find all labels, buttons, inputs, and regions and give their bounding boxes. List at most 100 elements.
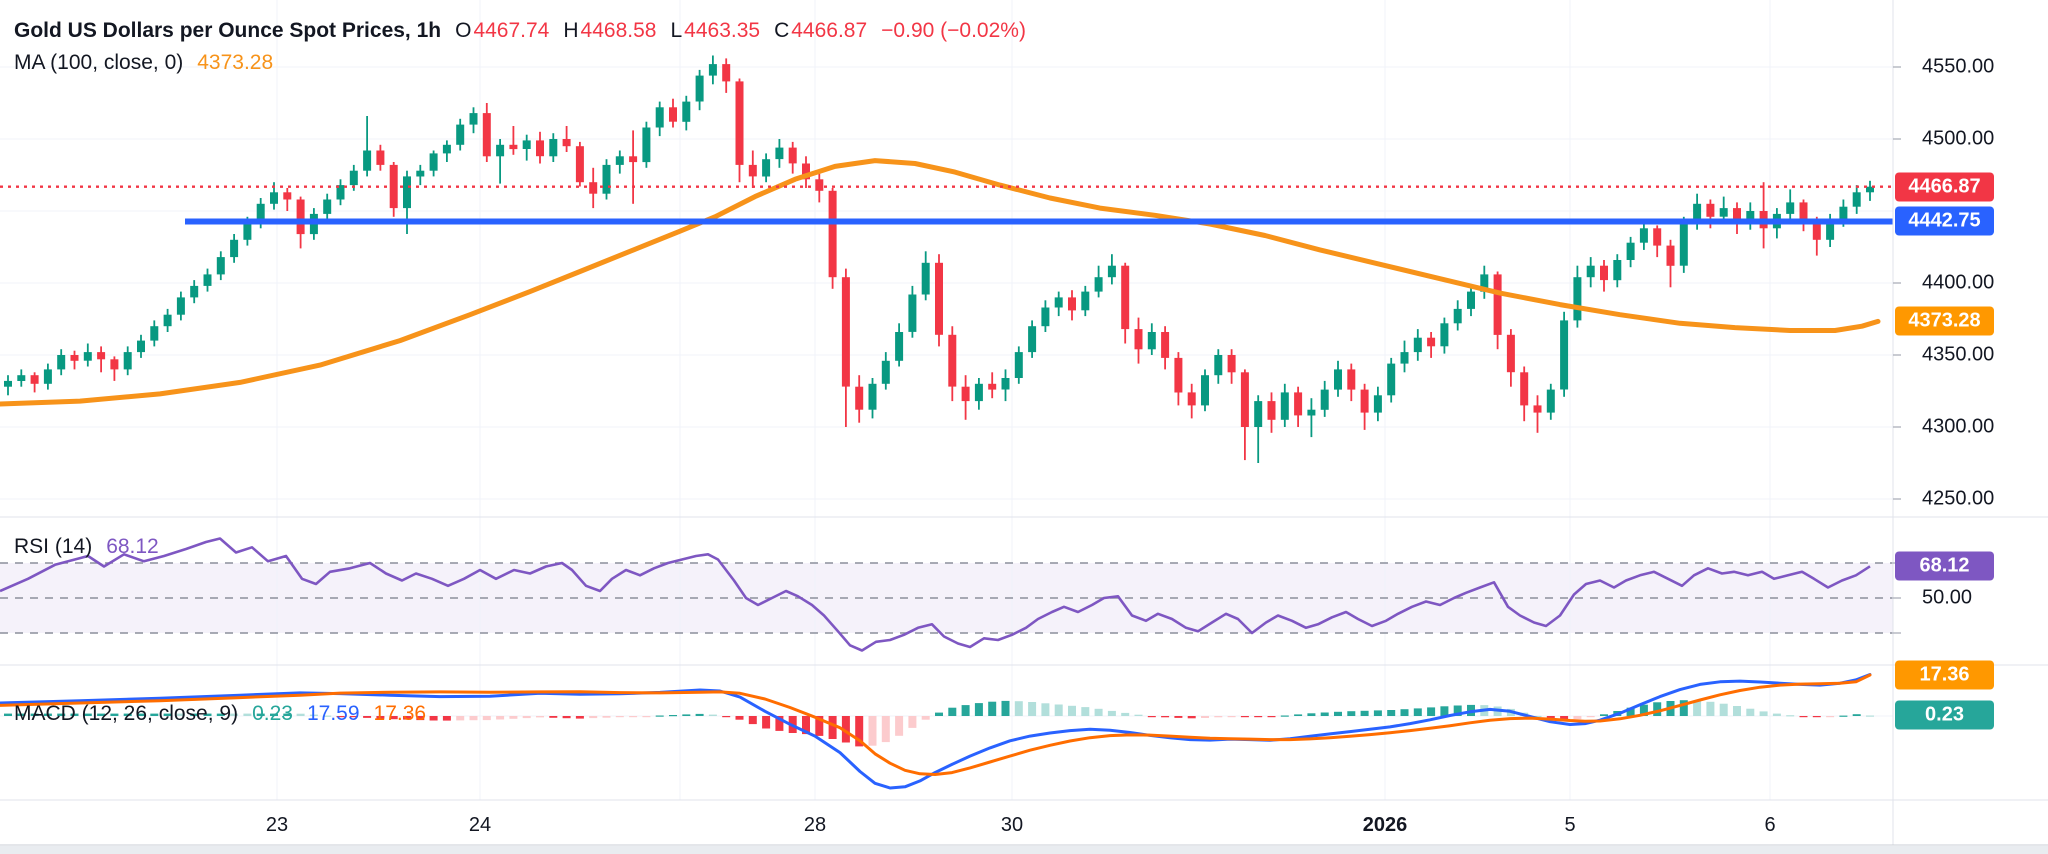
candle-body <box>988 383 997 390</box>
macd-histogram-bar <box>536 716 544 718</box>
ma-legend-row[interactable]: MA (100, close, 0) 4373.28 <box>14 49 273 77</box>
time-axis-label: 30 <box>1000 814 1024 836</box>
candle-body <box>1480 274 1489 292</box>
candle-body <box>336 185 345 200</box>
macd-histogram-bar <box>1812 716 1821 718</box>
ohlc-high: H 4468.58 <box>563 19 657 42</box>
candle-body <box>442 144 451 154</box>
rsi-line <box>0 537 1871 652</box>
macd-histogram-bar <box>575 716 584 719</box>
rsi-legend-row[interactable]: RSI (14) 68.12 <box>14 533 159 561</box>
macd-histogram-bar <box>988 701 997 716</box>
macd-histogram-bar <box>1294 714 1303 716</box>
candle-body <box>1134 329 1143 350</box>
macd-histogram-bar <box>1081 707 1090 716</box>
macd-histogram-bar <box>615 716 624 718</box>
candle-body <box>841 277 850 387</box>
candle-body <box>296 199 305 235</box>
macd-histogram-bar <box>150 713 159 716</box>
macd-histogram-bar <box>323 715 332 717</box>
candle-body <box>1081 291 1090 311</box>
macd-histogram-bar <box>389 716 398 720</box>
candle-body <box>349 170 358 186</box>
macd-histogram-bar <box>1852 714 1861 716</box>
candle-body <box>828 190 837 278</box>
candle-body <box>1174 357 1183 393</box>
macd-histogram-bar <box>416 716 425 721</box>
macd-histogram-bar <box>1706 701 1715 716</box>
macd-histogram-bar <box>176 713 185 716</box>
macd-histogram-bar <box>522 716 531 719</box>
macd-histogram-bar <box>1001 700 1010 716</box>
macd-histogram-bar <box>1453 705 1462 716</box>
macd-histogram-bar <box>748 716 757 725</box>
macd-signal-value: 17.36 <box>373 702 427 725</box>
candle-body <box>1453 308 1462 324</box>
candle-body <box>57 355 66 370</box>
candle-body <box>123 352 132 370</box>
price-change: −0.90 (−0.02%) <box>881 19 1026 42</box>
macd-legend-row[interactable]: MACD (12, 26, close, 9) 0.23 17.59 17.36 <box>14 700 426 728</box>
macd-histogram-bar <box>708 714 717 716</box>
macd-histogram-bar <box>935 712 943 716</box>
macd-histogram-bar <box>895 716 904 736</box>
macd-histogram-bar <box>1639 704 1648 716</box>
candle-body <box>323 199 332 214</box>
symbol-legend-row[interactable]: Gold US Dollars per Ounce Spot Prices, 1… <box>14 17 1026 45</box>
candle-body <box>137 340 145 353</box>
macd-histogram-bar <box>908 716 917 728</box>
time-axis-label: 24 <box>468 814 492 836</box>
ma-label: MA (100, close, 0) <box>14 51 184 74</box>
candle-body <box>43 369 52 384</box>
macd-histogram-bar <box>482 716 491 721</box>
macd-histogram-bar <box>1014 701 1023 716</box>
macd-histogram-bar <box>43 713 52 716</box>
macd-histogram-bar <box>1719 703 1728 716</box>
candle-body <box>163 314 172 327</box>
candle-body <box>948 334 957 387</box>
candle-body <box>1586 265 1595 278</box>
candle-body <box>1161 332 1170 358</box>
candle-body <box>1852 192 1861 207</box>
macd-histogram-bar <box>17 713 26 716</box>
candle-body <box>695 75 704 102</box>
candle-body <box>243 222 252 240</box>
candle-body <box>655 107 664 128</box>
candle-body <box>1666 245 1675 266</box>
macd-histogram-bar <box>815 716 824 736</box>
macd-histogram-bar <box>496 716 505 720</box>
macd-histogram-bar <box>1440 706 1449 716</box>
macd-histogram-bar <box>203 713 212 716</box>
macd-histogram-bar <box>1626 707 1635 716</box>
macd-histogram-bar <box>682 714 691 716</box>
candle-body <box>562 139 571 147</box>
ma100-line <box>0 158 1881 407</box>
macd-histogram-bar <box>1586 716 1595 718</box>
candle-body <box>629 156 638 163</box>
macd-histogram-bar <box>1786 715 1795 717</box>
macd-histogram-bar <box>1107 710 1116 716</box>
candle-body <box>881 360 890 384</box>
candle-body <box>1041 307 1050 327</box>
macd-histogram-bar <box>1400 709 1409 716</box>
candle-body <box>1826 219 1835 240</box>
candle-body <box>1373 395 1382 413</box>
macd-histogram-bar <box>30 713 39 716</box>
macd-histogram-bar <box>1307 713 1316 716</box>
macd-hist-value: 0.23 <box>252 702 293 725</box>
macd-histogram-bar <box>190 713 199 716</box>
macd-histogram-bar <box>669 715 677 717</box>
macd-histogram-bar <box>1028 702 1037 716</box>
candle-body <box>815 179 824 191</box>
macd-histogram-bar <box>1772 713 1781 716</box>
time-axis-label: 6 <box>1764 814 1776 836</box>
macd-histogram-bar <box>256 713 265 716</box>
macd-histogram-bar <box>163 713 172 716</box>
candle-body <box>1573 277 1582 321</box>
macd-histogram-bar <box>695 713 704 716</box>
candle-body <box>1719 208 1728 217</box>
candle-body <box>1240 372 1249 427</box>
candle-body <box>1254 401 1263 427</box>
